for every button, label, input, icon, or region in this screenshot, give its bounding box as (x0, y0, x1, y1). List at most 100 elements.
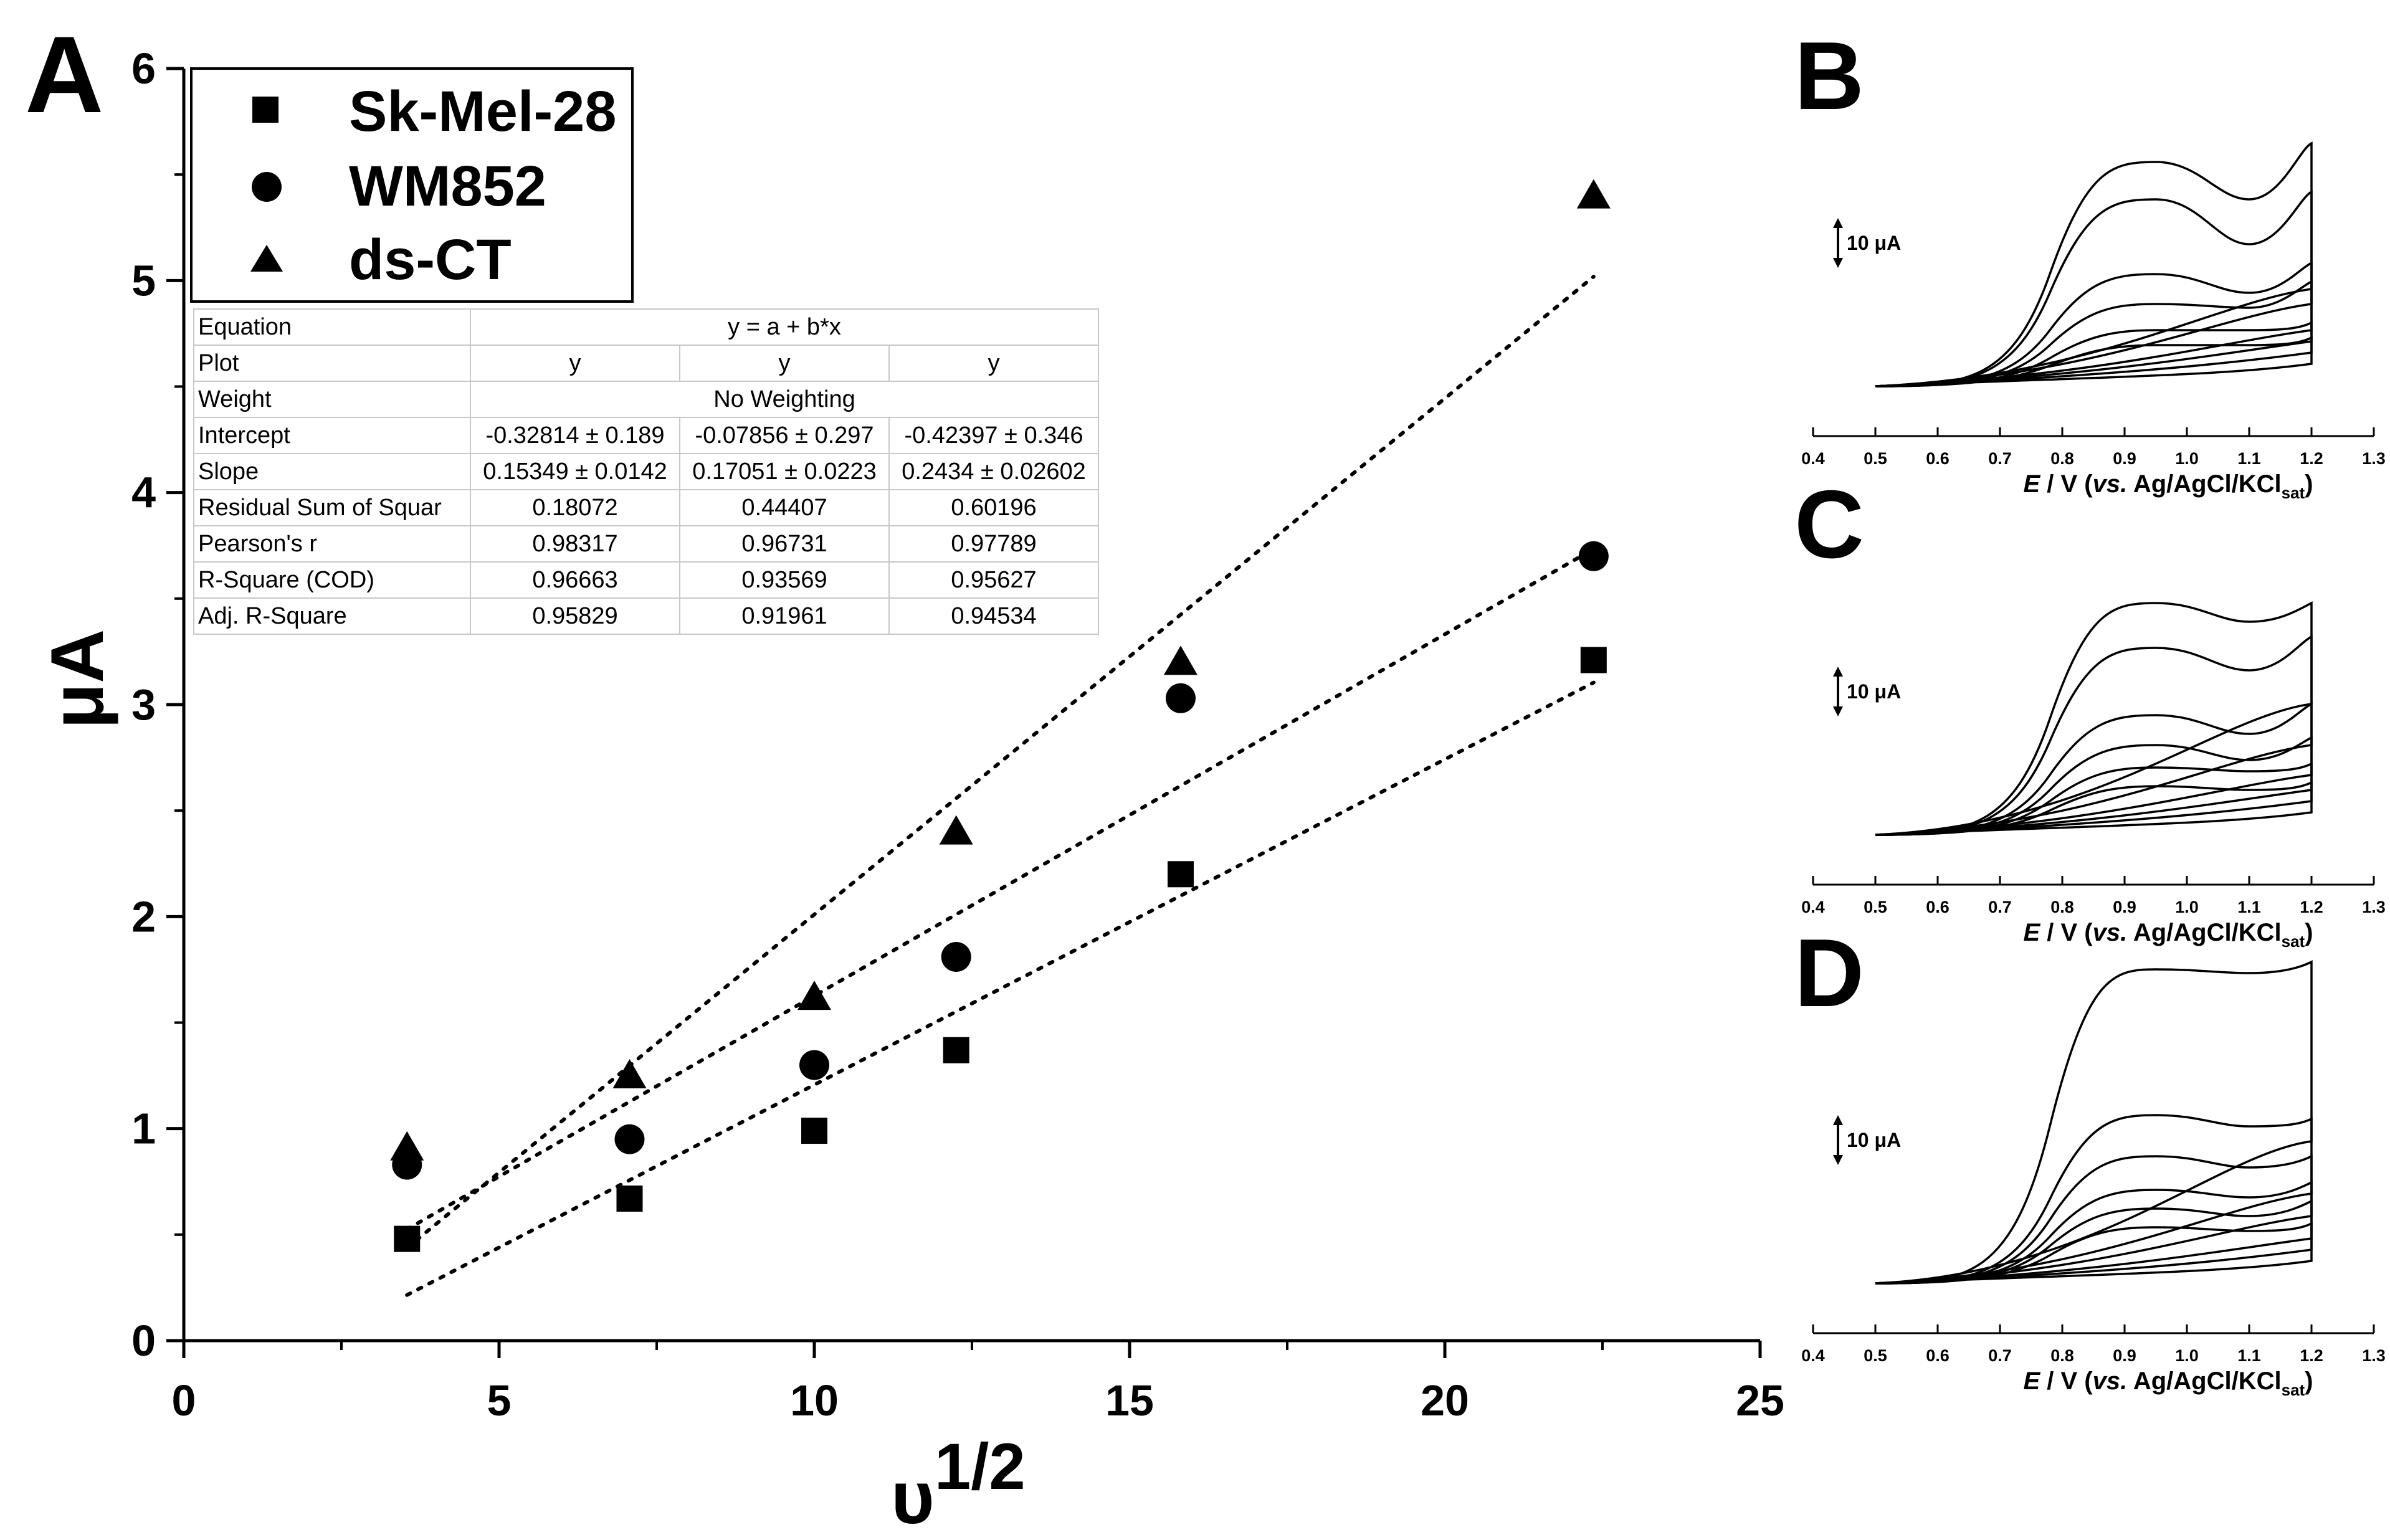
table-cell: -0.42397 ± 0.346 (888, 417, 1099, 454)
table-row-label: Residual Sum of Squar (193, 489, 471, 526)
current-scale-bar: 10 μA (1833, 218, 1901, 268)
table-cell: 0.2434 ± 0.02602 (888, 453, 1099, 490)
legend-marker-triangle (250, 245, 283, 272)
data-point-square (616, 1185, 643, 1212)
table-row: Adj. R-Square 0.95829 0.91961 0.94534 (193, 597, 1099, 635)
data-point-triangle (939, 815, 973, 845)
x-tick-label: 1.1 (2237, 1346, 2261, 1365)
scatter-chart: 0 1 2 3 4 5 6 0 5 10 15 20 25 A μA υ1/2 Sk-Mel-28 W… (25, 14, 1784, 1539)
current-scale-bar: 10 μA (1833, 1115, 1901, 1165)
y-tick-label: 5 (131, 256, 156, 305)
cv-chart-d: D 0.4 0.5 0.6 0.7 0.8 0.9 1.0 1.1 1.2 1.3 10 μA E… (1794, 934, 2386, 1399)
table-cell: 0.15349 ± 0.0142 (470, 453, 680, 490)
legend-marker-square (252, 97, 279, 123)
x-tick-label: 0.8 (2050, 449, 2074, 468)
x-axis-label-unit: / V ( (2040, 470, 2093, 498)
cv-curve-scan-6 (1875, 781, 2313, 836)
x-tick-label: 1.2 (2300, 1346, 2323, 1365)
x-axis-label: E / V (vs. Ag/AgCl/KClsat) (2023, 1367, 2313, 1399)
table-cell: -0.32814 ± 0.189 (470, 417, 680, 454)
data-point-circle (799, 1050, 829, 1080)
cv-curve-scan-1 (1875, 960, 2313, 1285)
x-tick-label: 0.9 (2113, 898, 2136, 916)
cv-chart-b: B 0.4 0.5 0.6 0.7 0.8 0.9 1.0 1.1 1.2 1.3 10 μA E… (1794, 37, 2386, 502)
table-cell: y (470, 345, 680, 382)
table-row: Residual Sum of Squar 0.18072 0.44407 0.… (193, 489, 1099, 526)
y-ticks: 0 1 2 3 4 5 6 (131, 44, 184, 1365)
x-tick-label: 1.1 (2237, 898, 2261, 916)
y-tick-label: 1 (131, 1105, 156, 1153)
x-tick-label: 0.7 (1988, 898, 2012, 916)
x-tick-label: 0.5 (1864, 1346, 1887, 1365)
x-ticks: 0 5 10 15 20 25 (172, 1341, 1784, 1425)
data-point-square (1167, 861, 1194, 888)
panel-label-c: C (1794, 486, 1864, 578)
y-tick-label: 6 (131, 44, 156, 93)
table-cell: 0.44407 (679, 489, 890, 526)
cv-curve-scan-3 (1875, 702, 2313, 836)
table-cell: 0.94534 (888, 597, 1099, 635)
x-tick-label: 0.8 (2050, 898, 2074, 916)
legend-label-wm852: WM852 (349, 154, 546, 218)
cv-curve-scan-3 (1875, 1154, 2313, 1285)
table-row-label: Equation (193, 308, 471, 346)
scale-bar-arrow-up (1833, 667, 1843, 677)
data-point-square (1580, 647, 1607, 673)
table-row-label: Weight (193, 381, 471, 418)
cv-axis: 0.4 0.5 0.6 0.7 0.8 0.9 1.0 1.1 1.2 1.3 (1801, 876, 2386, 916)
fit-lines (405, 275, 1596, 1297)
fit-line-sk-mel-28 (405, 680, 1596, 1297)
legend: Sk-Mel-28 WM852 ds-CT (190, 67, 634, 303)
panel-label-d: D (1794, 934, 1864, 1027)
data-point-triangle (1576, 179, 1611, 209)
cv-curve-scan-3 (1875, 261, 2313, 387)
table-row-label: Slope (193, 453, 471, 490)
x-tick-label: 0.5 (1864, 898, 1887, 916)
cv-curve-scan-5 (1875, 762, 2313, 836)
cv-curves (1875, 141, 2313, 387)
data-point-triangle (797, 981, 831, 1010)
cv-curve-scan-2 (1875, 1114, 2313, 1285)
x-tick-label: 0.9 (2113, 1346, 2136, 1365)
x-axis-label-symbol: υ (891, 1456, 935, 1539)
x-axis-label-unit: / V ( (2040, 919, 2093, 946)
scale-bar-arrow-up (1833, 1115, 1843, 1125)
data-point-triangle (1163, 645, 1197, 675)
x-axis-label-vs: vs. (2093, 1367, 2128, 1395)
x-tick-label: 0.4 (1801, 449, 1825, 468)
fit-line-wm852 (405, 547, 1596, 1232)
y-tick-label: 2 (131, 892, 156, 941)
data-point-circle (941, 941, 971, 972)
table-row: Weight No Weighting (193, 381, 1099, 418)
x-axis-label-exponent: 1/2 (935, 1430, 1026, 1503)
table-cell: y = a + b*x (470, 308, 1099, 346)
x-tick-label: 1.3 (2362, 449, 2386, 468)
table-row: Intercept -0.32814 ± 0.189 -0.07856 ± 0.… (193, 417, 1099, 454)
table-row: Slope 0.15349 ± 0.0142 0.17051 ± 0.0223 … (193, 453, 1099, 490)
table-cell: 0.97789 (888, 525, 1099, 563)
table-cell: No Weighting (470, 381, 1099, 418)
x-tick-label: 0.8 (2050, 1346, 2074, 1365)
table-row: Equation y = a + b*x (193, 308, 1099, 346)
table-cell: 0.18072 (470, 489, 680, 526)
x-axis-label-subscript: sat (2282, 1381, 2305, 1399)
table-cell: 0.98317 (470, 525, 680, 563)
x-axis-label-subscript: sat (2282, 483, 2305, 502)
cv-chart-c: C 0.4 0.5 0.6 0.7 0.8 0.9 1.0 1.1 1.2 1.3 10 μA E… (1794, 486, 2386, 951)
cv-curves (1875, 960, 2313, 1285)
x-axis-label-symbol: E (2023, 919, 2040, 946)
table-cell: 0.91961 (679, 597, 890, 635)
table-row-label: Adj. R-Square (193, 597, 471, 635)
panel-label-b: B (1794, 37, 1864, 130)
x-tick-label: 0.5 (1864, 449, 1887, 468)
table-row-label: Plot (193, 345, 471, 382)
data-point-circle (614, 1124, 645, 1154)
x-tick-label: 0.6 (1926, 1346, 1950, 1365)
table-cell: 0.17051 ± 0.0223 (679, 453, 890, 490)
scale-bar-label: 10 μA (1847, 232, 1901, 254)
fit-results-table: Equation y = a + b*x Plot y y y Weight N… (193, 308, 1099, 635)
scale-bar-arrow-down (1833, 1155, 1843, 1165)
x-tick-label: 1.3 (2362, 898, 2386, 916)
x-axis-label: E / V (vs. Ag/AgCl/KClsat) (2023, 919, 2313, 951)
x-tick-label: 1.3 (2362, 1346, 2386, 1365)
